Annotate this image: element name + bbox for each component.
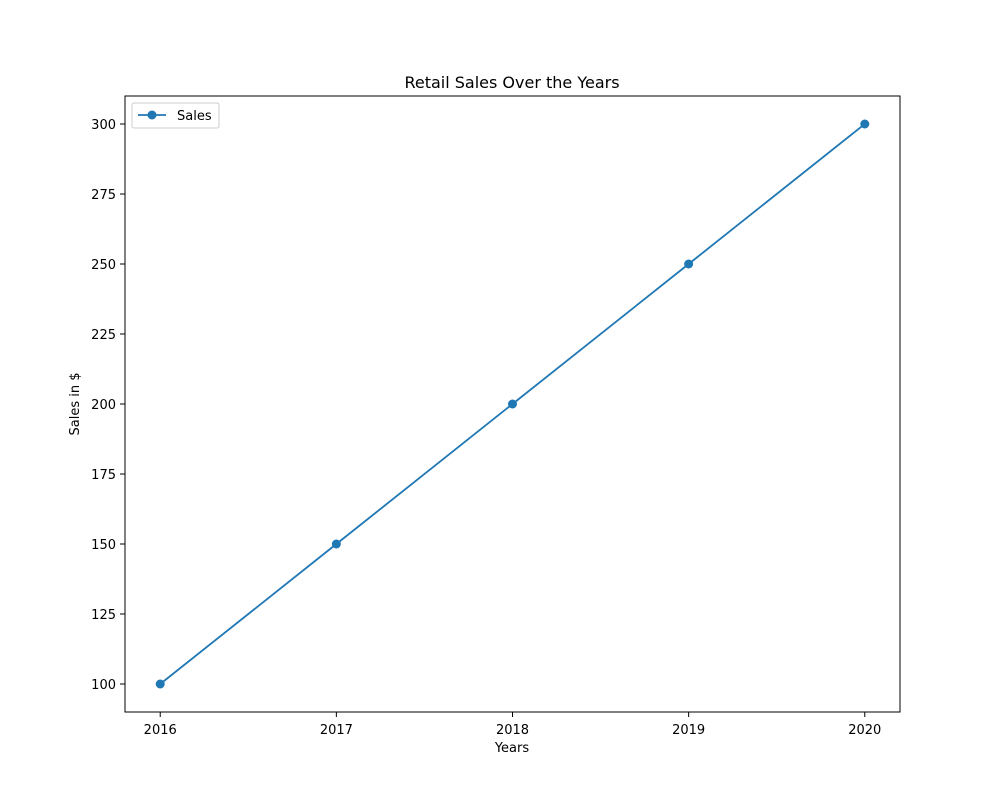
y-axis-label: Sales in $ [68, 373, 83, 436]
data-point [331, 539, 341, 549]
y-tick-label: 125 [91, 608, 116, 623]
legend-label: Sales [177, 109, 212, 124]
data-point [508, 399, 517, 409]
x-tick-label: 2020 [848, 723, 881, 738]
legend: Sales [131, 102, 220, 129]
x-tick-label: 2017 [320, 723, 353, 738]
data-point [155, 679, 165, 689]
legend-marker-sample [147, 110, 157, 120]
y-tick-label: 200 [91, 398, 116, 413]
data-point [684, 259, 694, 269]
plot-area-frame [124, 95, 901, 713]
y-tick-label: 100 [91, 678, 116, 693]
series-layer [155, 119, 870, 689]
legend-box [131, 102, 220, 129]
y-axis-ticks: 100 125 150 175 200 225 250 275 300 [91, 118, 125, 693]
data-point [860, 119, 870, 129]
y-tick-label: 150 [91, 538, 116, 553]
y-tick-label: 175 [91, 468, 116, 483]
x-axis-ticks: 2016 2017 2018 2019 2020 [144, 712, 881, 738]
x-tick-label: 2016 [144, 723, 177, 738]
y-tick-label: 275 [91, 188, 116, 203]
x-axis-label: Years [494, 741, 530, 756]
y-tick-label: 250 [91, 258, 116, 273]
y-tick-label: 300 [91, 118, 116, 133]
x-tick-label: 2019 [672, 723, 705, 738]
x-tick-label: 2018 [496, 723, 529, 738]
y-tick-label: 225 [91, 328, 116, 343]
chart-title: Retail Sales Over the Years [404, 73, 619, 92]
